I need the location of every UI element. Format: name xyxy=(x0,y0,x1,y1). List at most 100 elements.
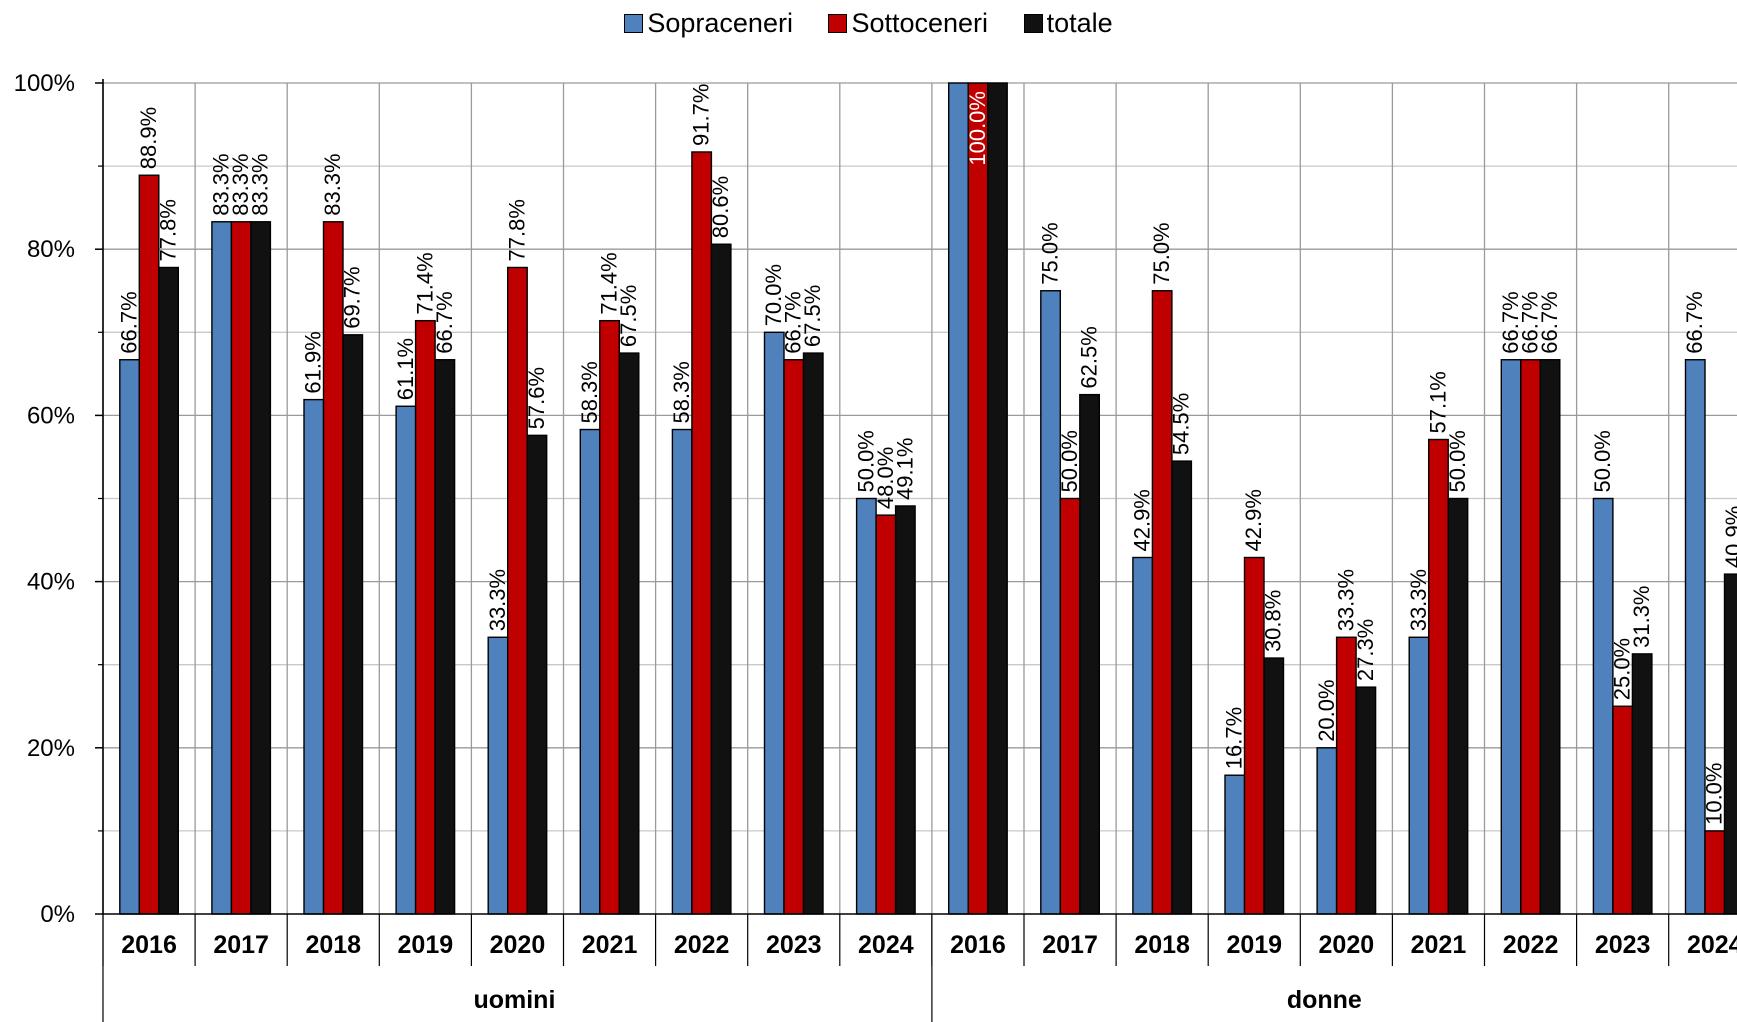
data-label-totale: 30.8% xyxy=(1261,590,1286,652)
legend: Sopraceneri Sottoceneri totale xyxy=(0,6,1737,41)
x-category-label: 2021 xyxy=(1411,931,1467,959)
x-group-label: uomini xyxy=(473,986,555,1014)
data-label-sottoceneri: 25.0% xyxy=(1610,638,1635,700)
legend-item-sottoceneri: Sottoceneri xyxy=(828,6,988,40)
bar-sottoceneri xyxy=(1151,290,1173,915)
legend-swatch-totale xyxy=(1023,13,1043,33)
bar-totale xyxy=(618,352,640,915)
bar-totale xyxy=(526,434,548,915)
data-label-totale: 54.5% xyxy=(1169,393,1194,455)
data-label-sottoceneri: 50.0% xyxy=(1057,430,1082,492)
data-label-sottoceneri: 10.0% xyxy=(1702,763,1727,825)
bar-sopraceneri xyxy=(1684,359,1706,915)
legend-swatch-sopraceneri xyxy=(624,13,644,33)
x-category-label: 2024 xyxy=(1687,931,1737,959)
data-label-sottoceneri: 71.4% xyxy=(597,252,622,314)
bar-sottoceneri xyxy=(1520,359,1542,915)
data-label-sottoceneri: 57.1% xyxy=(1425,371,1450,433)
bar-totale xyxy=(1447,497,1469,915)
data-label-sopraceneri: 50.0% xyxy=(853,430,878,492)
bar-sottoceneri xyxy=(138,174,160,915)
data-label-totale: 49.1% xyxy=(892,438,917,500)
legend-label-totale: totale xyxy=(1046,8,1113,38)
bar-sopraceneri xyxy=(303,398,325,915)
bar-sopraceneri xyxy=(1316,747,1338,915)
bar-sopraceneri xyxy=(119,359,141,915)
data-label-sopraceneri: 66.7% xyxy=(117,291,142,353)
data-label-sottoceneri: 42.9% xyxy=(1241,489,1266,551)
x-category-label: 2022 xyxy=(674,931,730,959)
bar-sopraceneri xyxy=(395,405,417,915)
bar-totale xyxy=(1723,573,1737,915)
data-label-sopraceneri: 33.3% xyxy=(485,569,510,631)
bar-sottoceneri xyxy=(1704,830,1726,915)
data-label-sopraceneri: 20.0% xyxy=(1314,679,1339,741)
data-label-sopraceneri: 42.9% xyxy=(1130,489,1155,551)
y-tick-label: 20% xyxy=(27,735,75,762)
x-category-label: 2020 xyxy=(1319,931,1375,959)
bar-sopraceneri xyxy=(948,82,969,915)
data-label-totale: 62.5% xyxy=(1077,326,1102,388)
bar-sottoceneri xyxy=(691,151,713,915)
data-label-sottoceneri: 75.0% xyxy=(1149,222,1174,284)
data-label-sopraceneri: 50.0% xyxy=(1590,430,1615,492)
x-category-label: 2023 xyxy=(766,931,822,959)
bar-sopraceneri xyxy=(1500,359,1522,915)
x-category-label: 2018 xyxy=(1134,931,1190,959)
bar-totale xyxy=(710,243,732,915)
data-label-sopraceneri: 70.0% xyxy=(761,264,786,326)
data-label-sottoceneri: 91.7% xyxy=(689,84,714,146)
bar-sottoceneri xyxy=(1427,438,1449,915)
legend-label-sopraceneri: Sopraceneri xyxy=(647,8,793,38)
bar-totale xyxy=(802,352,824,915)
data-label-totale: 67.5% xyxy=(800,285,825,347)
bar-totale xyxy=(250,221,272,915)
x-category-label: 2017 xyxy=(1042,931,1098,959)
bar-sopraceneri xyxy=(1224,774,1246,915)
bar-sopraceneri xyxy=(671,428,693,915)
bar-totale xyxy=(1631,653,1653,915)
bar-sopraceneri xyxy=(1592,497,1614,915)
legend-item-totale: totale xyxy=(1023,6,1113,40)
data-label-sottoceneri: 77.8% xyxy=(504,199,529,261)
legend-item-sopraceneri: Sopraceneri xyxy=(624,6,793,40)
x-category-label: 2020 xyxy=(490,931,546,959)
data-label-totale: 66.7% xyxy=(1537,291,1562,353)
legend-label-sottoceneri: Sottoceneri xyxy=(851,8,989,38)
data-label-sottoceneri: 71.4% xyxy=(412,252,437,314)
bar-totale xyxy=(342,334,364,915)
data-label-totale: 31.3% xyxy=(1629,586,1654,648)
bar-totale xyxy=(1079,393,1101,915)
data-label-totale: 50.0% xyxy=(1445,430,1470,492)
bar-sopraceneri xyxy=(1040,290,1062,915)
bar-sottoceneri xyxy=(1059,497,1081,915)
bar-sottoceneri xyxy=(414,319,436,915)
bar-totale xyxy=(158,266,180,915)
bar-sopraceneri xyxy=(211,221,233,915)
data-label-sopraceneri: 33.3% xyxy=(1406,569,1431,631)
data-label-sottoceneri: 100.0% xyxy=(965,91,990,166)
data-label-totale: 80.6% xyxy=(708,176,733,238)
data-label-sottoceneri: 66.7% xyxy=(1518,291,1543,353)
data-label-sottoceneri: 33.3% xyxy=(1333,569,1358,631)
bar-sottoceneri xyxy=(875,514,897,915)
legend-swatch-sottoceneri xyxy=(828,13,848,33)
data-label-sottoceneri: 88.9% xyxy=(136,107,161,169)
bar-totale xyxy=(1539,359,1561,915)
bar-sottoceneri xyxy=(967,82,989,915)
bar-sottoceneri xyxy=(1612,705,1634,915)
bar-totale xyxy=(894,505,916,915)
data-label-sopraceneri: 61.9% xyxy=(301,331,326,393)
data-label-sottoceneri: 83.3% xyxy=(320,153,345,215)
data-label-totale: 27.3% xyxy=(1353,619,1378,681)
bar-sopraceneri xyxy=(579,428,601,915)
y-tick-label: 0% xyxy=(40,901,75,928)
bar-sopraceneri xyxy=(1408,636,1430,915)
data-label-totale: 77.8% xyxy=(156,199,181,261)
bar-sopraceneri xyxy=(1132,556,1154,915)
data-label-totale: 40.9% xyxy=(1721,506,1737,568)
data-label-totale: 57.6% xyxy=(524,367,549,429)
bar-totale xyxy=(1263,657,1285,915)
